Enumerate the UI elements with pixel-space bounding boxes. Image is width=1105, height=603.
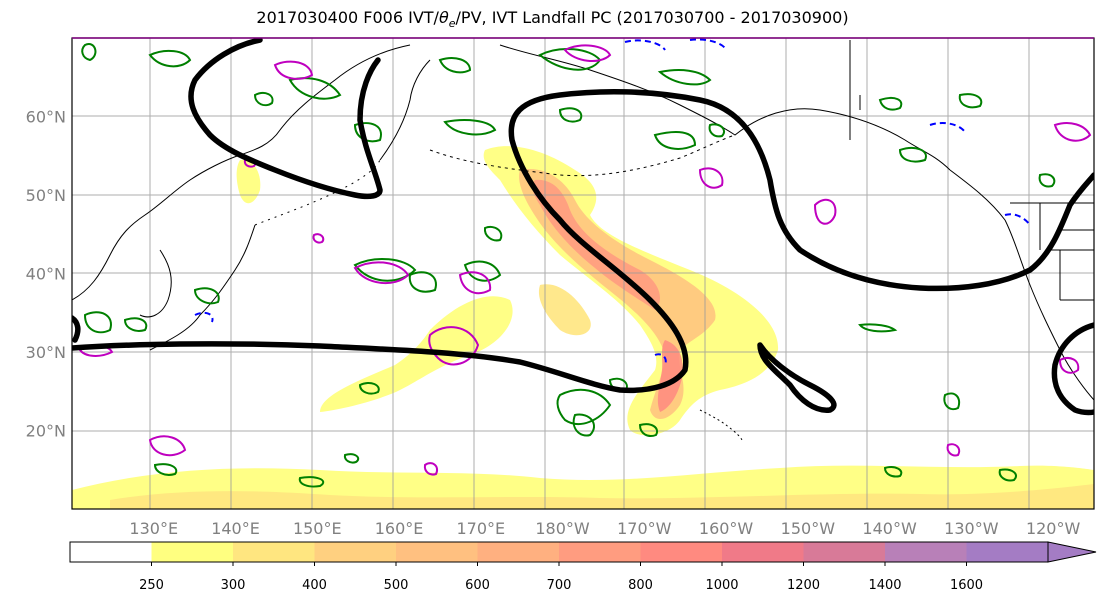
lat-tick-label: 30°N	[26, 343, 66, 362]
coast-kamchatka	[379, 59, 431, 161]
lon-tick-label: 170°E	[456, 519, 505, 538]
colorbar-segment	[396, 542, 478, 562]
colorbar-tick-label: 1600	[950, 578, 983, 593]
lon-tick-label: 150°E	[293, 519, 342, 538]
colorbar-segment	[640, 542, 723, 562]
canada-region-boundary	[849, 40, 861, 140]
lon-tick-label: 140°W	[862, 519, 917, 538]
title-prefix: 2017030400 F006 IVT/	[256, 8, 439, 27]
pv-contours-blue	[194, 38, 1031, 366]
lon-tick-label: 150°W	[781, 519, 836, 538]
lon-tick-label: 120°W	[1026, 519, 1081, 538]
figure-title: 2017030400 F006 IVT/θe/PV, IVT Landfall …	[0, 8, 1105, 30]
pc-contour-west-edge	[72, 315, 81, 343]
lon-tick-label: 140°E	[211, 519, 260, 538]
lat-tick-label: 40°N	[26, 265, 66, 284]
colorbar-tick-label: 600	[465, 578, 490, 593]
colorbar-segment	[966, 542, 1049, 562]
lat-tick-label: 60°N	[26, 108, 66, 127]
coastlines	[72, 40, 1094, 441]
lon-tick-label: 170°W	[617, 519, 672, 538]
colorbar-tick-label: 700	[547, 578, 572, 593]
coast-aleutians	[429, 134, 736, 177]
colorbar-segment	[477, 542, 560, 562]
pv-contours-green	[81, 43, 1056, 488]
lon-tick-label: 160°W	[699, 519, 754, 538]
lon-tick-label: 180°W	[535, 519, 590, 538]
ivt-filled-contours	[72, 146, 1094, 509]
colorbar-tick-labels: 250 300 400 500 600 700 800 1000 1200 1400 1600	[139, 562, 983, 593]
lon-tick-label: 130°W	[944, 519, 999, 538]
colorbar-tick-label: 400	[302, 578, 327, 593]
colorbar-segment	[559, 542, 641, 562]
graticule	[72, 38, 1094, 509]
colorbar-segment	[803, 542, 886, 562]
coast-korea	[139, 249, 172, 318]
hawaii-islands	[699, 409, 743, 441]
lon-tick-labels: 130°E 140°E 150°E 160°E 170°E 180°W 170°W 160°W…	[129, 519, 1080, 538]
coast-north-america-west	[949, 169, 1094, 401]
coast-asia-east	[72, 44, 411, 301]
map-panel	[72, 38, 1094, 509]
title-suffix: /PV, IVT Landfall PC (2017030700 - 20170…	[455, 8, 849, 27]
title-theta: θ	[438, 8, 449, 27]
colorbar-extend-arrow	[1047, 541, 1097, 563]
lon-tick-label: 130°E	[129, 519, 178, 538]
colorbar-tick-label: 1200	[787, 578, 820, 593]
title-theta-subscript: e	[448, 17, 456, 31]
coast-japan	[149, 224, 256, 351]
colorbar-segment	[885, 542, 967, 562]
colorbar-tick-label: 1400	[868, 578, 901, 593]
us-state-lines	[1039, 203, 1094, 301]
lat-tick-labels: 20°N 30°N 40°N 50°N 60°N	[26, 108, 66, 441]
colorbar-tick-label: 250	[139, 578, 164, 593]
coast-alaska	[499, 44, 951, 171]
colorbar-segment	[722, 542, 804, 562]
ivt-pc-contour	[72, 38, 1094, 416]
colorbar-tick-label: 1000	[705, 578, 738, 593]
lon-tick-label: 160°E	[375, 519, 424, 538]
ivt-southern-band-core	[110, 484, 1094, 509]
colorbar-tick-label: 300	[221, 578, 246, 593]
colorbar-segment	[314, 542, 397, 562]
colorbar-segment	[70, 542, 152, 562]
lat-tick-label: 20°N	[26, 422, 66, 441]
colorbar-tick-label: 500	[384, 578, 409, 593]
lat-tick-label: 50°N	[26, 186, 66, 205]
colorbar-segment	[233, 542, 315, 562]
pc-contour-far-east	[1051, 322, 1094, 416]
colorbar	[69, 541, 1097, 563]
pc-contour-east-loop	[757, 342, 837, 413]
ivt-branch-middle	[538, 284, 591, 336]
ivt-northwest-blob	[236, 159, 261, 204]
pc-contour-north	[188, 38, 383, 200]
pc-contour-main	[72, 88, 1094, 394]
colorbar-tick-label: 800	[628, 578, 653, 593]
colorbar-segment	[151, 542, 234, 562]
